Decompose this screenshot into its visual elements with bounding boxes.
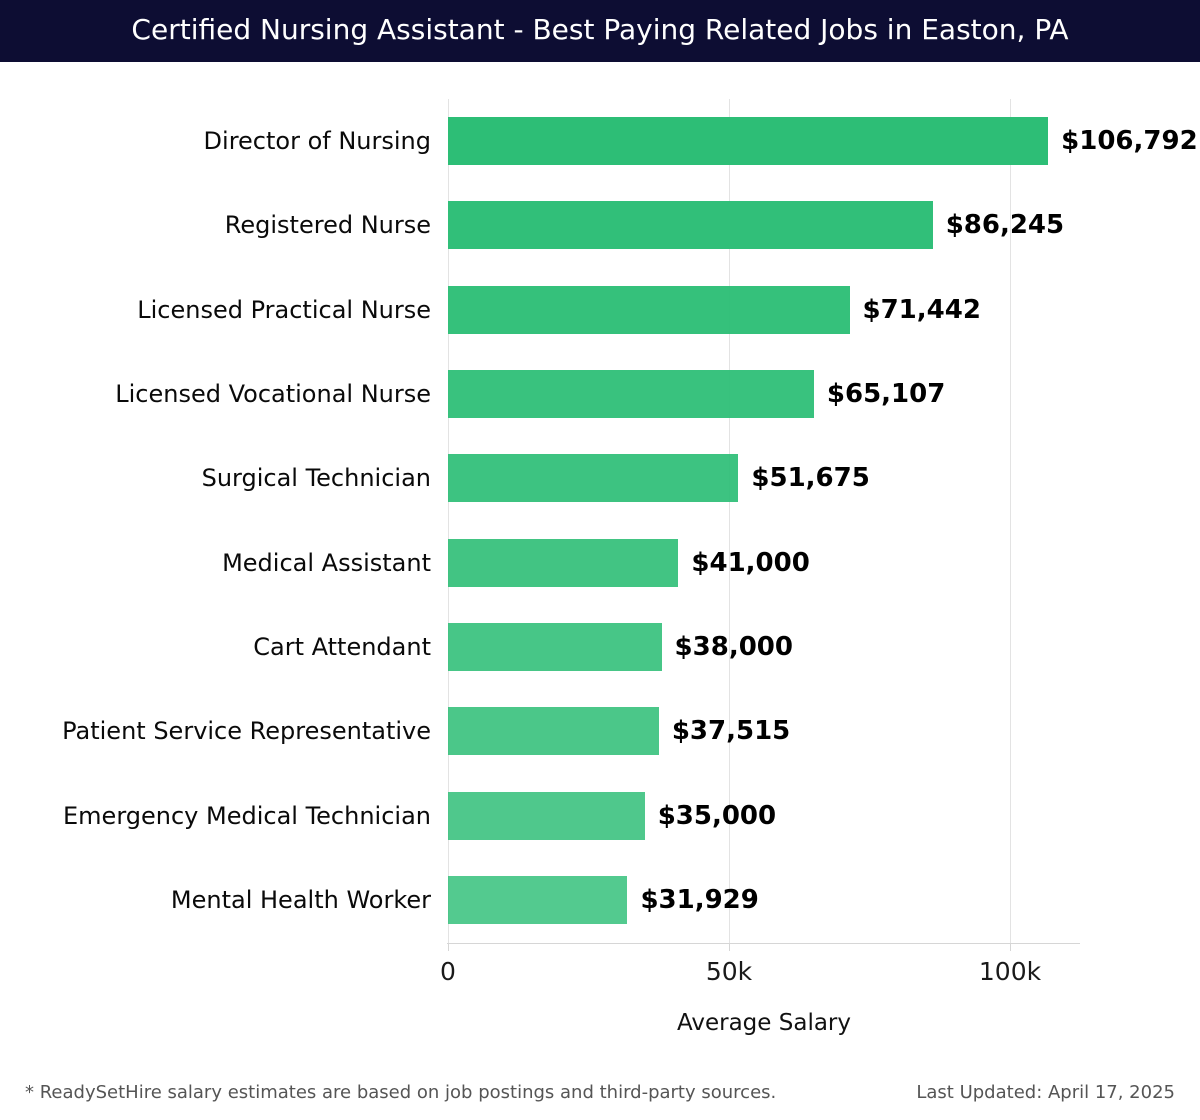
category-label: Mental Health Worker	[170, 885, 431, 914]
bar	[448, 538, 679, 587]
category-label: Patient Service Representative	[62, 717, 431, 746]
bar	[448, 622, 662, 671]
x-tick-mark	[728, 943, 730, 951]
category-label: Licensed Vocational Nurse	[115, 380, 431, 409]
category-label: Emergency Medical Technician	[63, 801, 431, 830]
chart-header: Certified Nursing Assistant - Best Payin…	[0, 0, 1200, 62]
category-label: Cart Attendant	[253, 632, 431, 661]
value-label: $86,245	[945, 210, 1065, 241]
gridline-100k	[1009, 99, 1011, 943]
x-axis-line	[447, 943, 1080, 944]
bar	[448, 117, 1049, 166]
x-tick-label: 50k	[705, 957, 753, 986]
bar	[448, 370, 814, 419]
bar	[448, 875, 628, 924]
bar	[448, 707, 659, 756]
category-label: Director of Nursing	[203, 127, 431, 156]
gridline-50k	[728, 99, 730, 943]
x-tick-label: 0	[440, 957, 456, 986]
category-label: Licensed Practical Nurse	[137, 295, 431, 324]
gridline-0	[447, 99, 449, 943]
value-label: $38,000	[674, 631, 793, 662]
x-tick-mark	[1009, 943, 1011, 951]
bar	[448, 201, 933, 250]
bar	[448, 285, 850, 334]
x-tick-mark	[447, 943, 449, 951]
value-label: $37,515	[671, 716, 791, 747]
value-label: $35,000	[657, 800, 777, 831]
category-label: Surgical Technician	[201, 464, 431, 493]
x-axis-title: Average Salary	[676, 1010, 851, 1036]
value-label: $65,107	[826, 379, 946, 410]
source-note: * ReadySetHire salary estimates are base…	[25, 1082, 777, 1103]
value-label: $31,929	[640, 884, 759, 915]
bar	[448, 454, 739, 503]
value-label: $51,675	[751, 463, 870, 494]
value-label: $71,442	[862, 294, 981, 325]
chart-title: Certified Nursing Assistant - Best Payin…	[131, 13, 1069, 46]
category-label: Registered Nurse	[224, 211, 431, 240]
value-label: $41,000	[691, 547, 810, 578]
bar	[448, 791, 645, 840]
category-label: Medical Assistant	[222, 548, 431, 577]
value-label: $106,792	[1061, 126, 1198, 157]
x-tick-label: 100k	[978, 957, 1042, 986]
last-updated: Last Updated: April 17, 2025	[916, 1082, 1175, 1103]
